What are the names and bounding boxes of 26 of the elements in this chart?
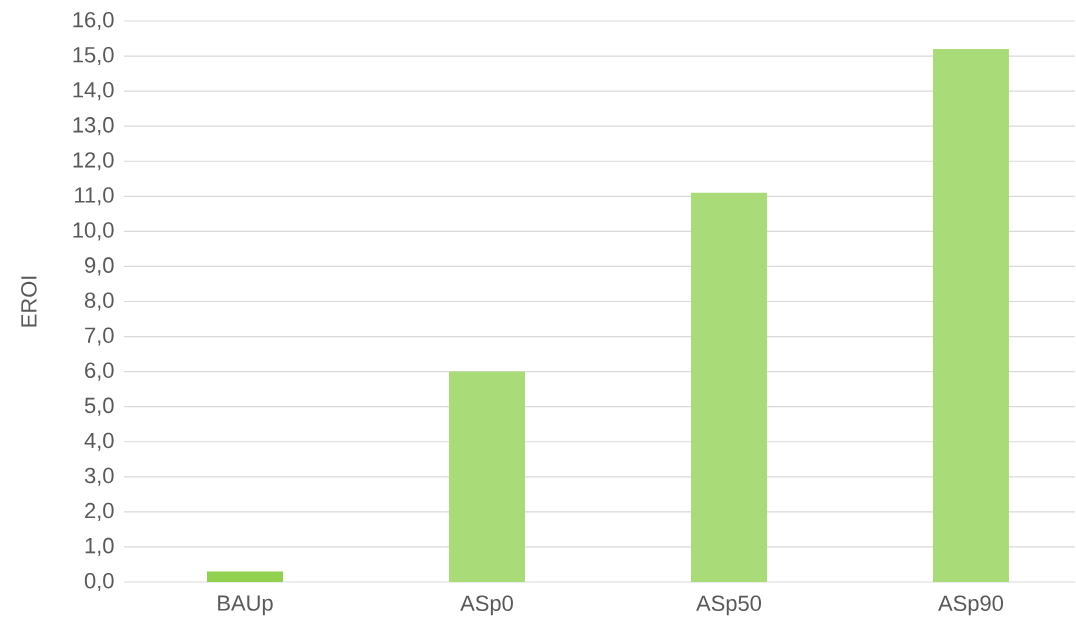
y-tick-label: 3,0 <box>84 467 114 486</box>
y-tick-label: 11,0 <box>75 187 114 206</box>
x-tick-label: ASp0 <box>460 595 513 616</box>
y-tick-label: 15,0 <box>73 46 114 66</box>
bar <box>932 49 1009 582</box>
y-tick-label: 7,0 <box>85 327 114 346</box>
y-tick-label: 2,0 <box>85 502 114 521</box>
x-tick-label: ASp50 <box>696 595 762 616</box>
y-tick-label: 4,0 <box>84 432 114 451</box>
y-tick-label: 0,0 <box>84 572 114 592</box>
y-tick-label: 8,0 <box>84 292 114 311</box>
y-tick-label: 12,0 <box>73 152 114 171</box>
y-tick-label: 10,0 <box>73 222 114 241</box>
x-tick-label: BAUp <box>218 595 273 616</box>
bar <box>206 571 283 582</box>
y-tick-label: 16,0 <box>73 11 114 31</box>
bar <box>690 192 767 582</box>
y-axis-title: EROI <box>21 276 37 327</box>
y-tick-label: 6,0 <box>85 362 114 381</box>
y-tick-label: 14,0 <box>73 82 114 101</box>
y-tick-label: 1,0 <box>85 537 114 556</box>
y-tick-label: 13,0 <box>73 117 114 136</box>
y-tick-label: 5,0 <box>84 397 114 416</box>
x-tick-label: ASp90 <box>938 595 1003 616</box>
y-tick-label: 9,0 <box>85 257 114 276</box>
bar <box>448 371 525 582</box>
